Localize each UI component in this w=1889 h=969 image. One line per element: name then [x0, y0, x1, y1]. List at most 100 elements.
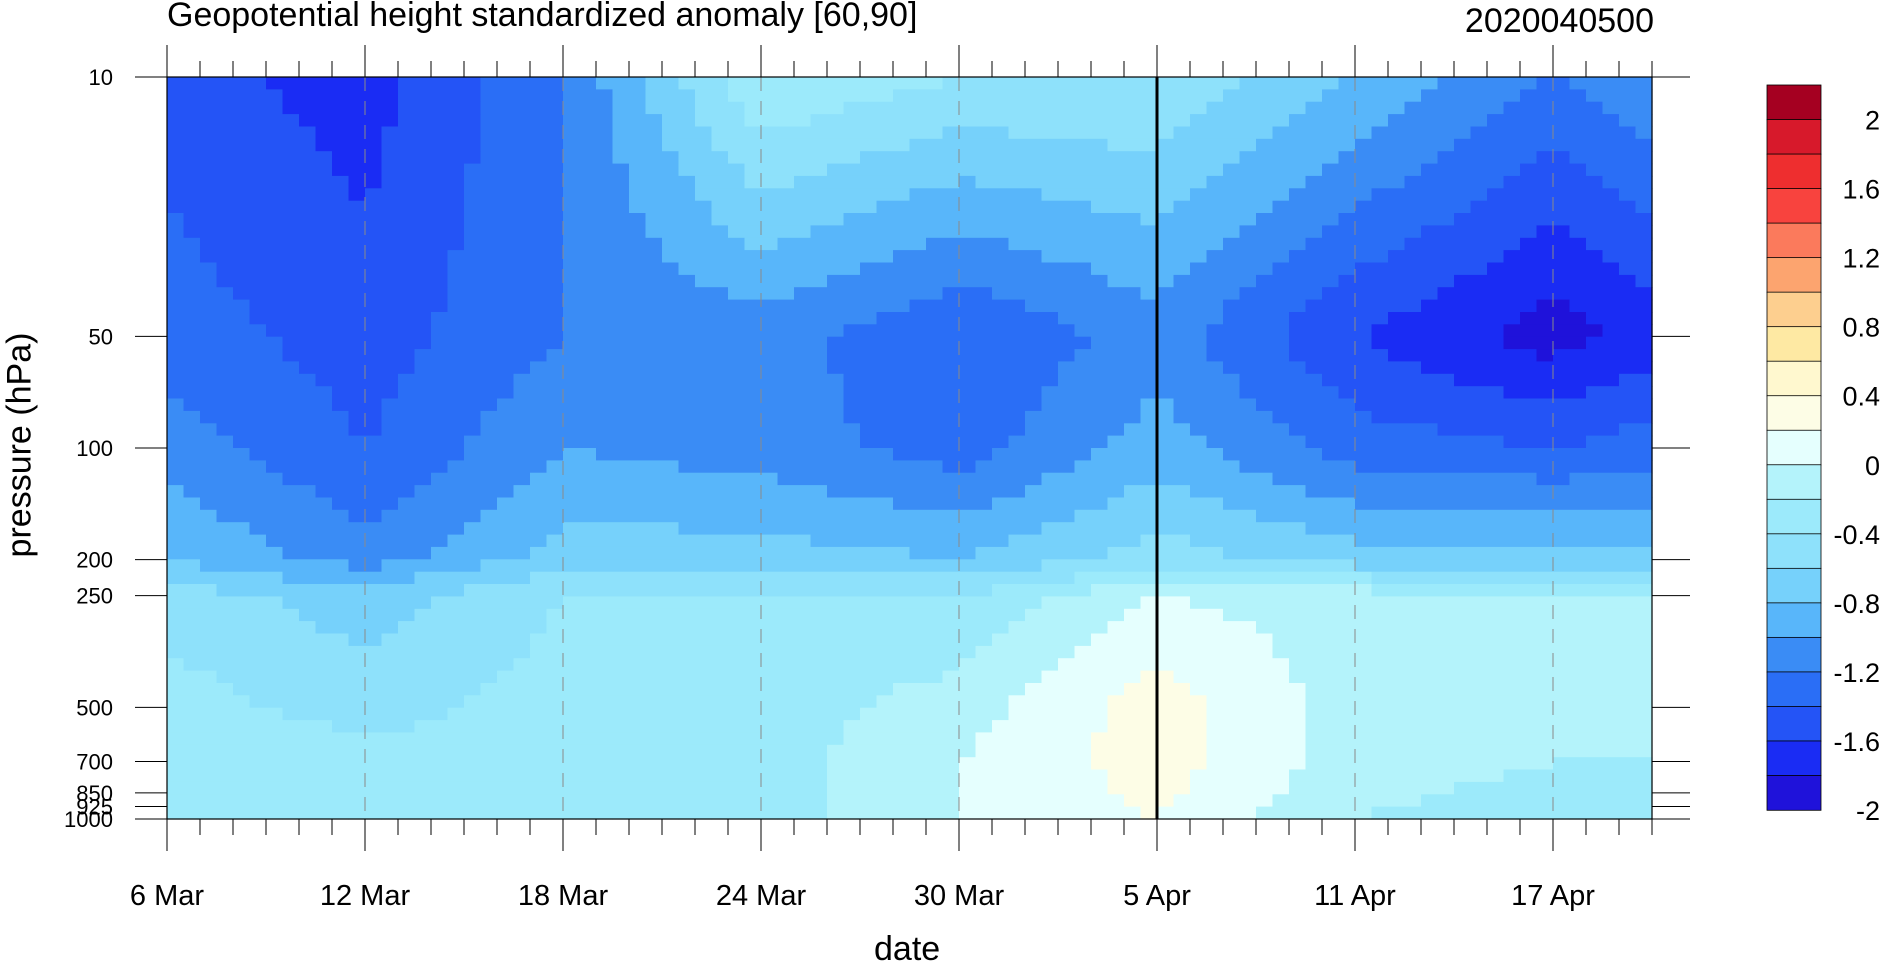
field-cell: [1305, 584, 1323, 597]
field-cell: [299, 608, 317, 622]
field-cell: [926, 373, 944, 387]
field-cell: [1008, 658, 1026, 672]
field-cell: [662, 200, 680, 214]
field-cell: [1305, 596, 1323, 610]
field-cell: [530, 472, 548, 486]
field-cell: [1272, 225, 1290, 239]
field-cell: [662, 138, 680, 152]
field-cell: [810, 781, 828, 795]
field-cell: [975, 200, 993, 214]
field-cell: [563, 485, 581, 499]
field-cell: [728, 398, 746, 412]
field-cell: [959, 670, 977, 684]
field-cell: [975, 707, 993, 721]
field-cell: [1190, 151, 1208, 165]
field-cell: [1487, 114, 1505, 128]
field-cell: [1206, 546, 1224, 560]
field-cell: [563, 237, 581, 251]
field-cell: [645, 633, 663, 647]
field-cell: [876, 633, 894, 647]
field-cell: [860, 398, 878, 412]
field-cell: [711, 410, 729, 424]
field-cell: [1289, 250, 1307, 264]
field-cell: [1173, 769, 1191, 783]
field-cell: [761, 250, 779, 264]
field-cell: [893, 806, 911, 820]
field-cell: [167, 645, 185, 659]
field-cell: [1322, 559, 1340, 573]
field-cell: [315, 213, 333, 226]
field-cell: [761, 299, 779, 313]
field-cell: [513, 522, 531, 536]
field-cell: [1107, 163, 1125, 177]
field-cell: [1470, 423, 1488, 437]
field-cell: [1008, 151, 1026, 165]
field-cell: [1355, 806, 1373, 820]
field-cell: [1437, 584, 1455, 597]
field-cell: [530, 398, 548, 412]
field-cell: [1107, 621, 1125, 635]
field-cell: [678, 460, 696, 474]
field-cell: [579, 361, 597, 375]
field-cell: [282, 485, 300, 499]
field-cell: [513, 460, 531, 474]
field-cell: [810, 77, 828, 90]
field-cell: [1124, 200, 1142, 214]
field-cell: [398, 213, 416, 226]
field-cell: [167, 398, 185, 412]
field-cell: [794, 509, 812, 523]
field-cell: [315, 250, 333, 264]
field-cell: [1206, 312, 1224, 325]
field-cell: [1091, 633, 1109, 647]
field-cell: [827, 448, 845, 461]
field-cell: [860, 596, 878, 610]
field-cell: [1503, 695, 1521, 709]
field-cell: [1371, 732, 1389, 746]
field-cell: [1520, 349, 1538, 363]
field-cell: [1470, 398, 1488, 412]
field-cell: [1223, 472, 1241, 486]
field-cell: [563, 720, 581, 734]
field-cell: [1289, 497, 1307, 511]
field-cell: [1470, 225, 1488, 239]
field-cell: [365, 410, 383, 424]
field-cell: [282, 720, 300, 734]
field-cell: [596, 237, 614, 251]
field-cell: [1454, 781, 1472, 795]
field-cell: [216, 324, 234, 338]
field-cell: [1256, 559, 1274, 573]
field-cell: [513, 633, 531, 647]
field-cell: [794, 633, 812, 647]
field-cell: [1256, 596, 1274, 610]
field-cell: [563, 188, 581, 202]
field-cell: [1388, 683, 1406, 696]
field-cell: [1437, 237, 1455, 251]
field-cell: [1206, 324, 1224, 338]
field-cell: [810, 336, 828, 350]
field-cell: [1487, 163, 1505, 177]
field-cell: [398, 225, 416, 239]
field-cell: [1305, 509, 1323, 523]
field-cell: [1388, 794, 1406, 808]
field-cell: [1173, 225, 1191, 239]
field-cell: [827, 274, 845, 288]
field-cell: [1124, 448, 1142, 461]
field-cell: [728, 373, 746, 387]
field-cell: [711, 349, 729, 363]
field-cell: [1454, 138, 1472, 152]
field-cell: [414, 509, 432, 523]
field-cell: [975, 485, 993, 499]
field-cell: [612, 175, 630, 189]
field-cell: [200, 274, 218, 288]
field-cell: [167, 584, 185, 597]
field-cell: [348, 225, 366, 239]
field-cell: [497, 361, 515, 375]
field-cell: [1355, 188, 1373, 202]
field-cell: [1454, 188, 1472, 202]
field-cell: [827, 806, 845, 820]
field-cell: [1520, 621, 1538, 635]
field-cell: [414, 645, 432, 659]
field-cell: [332, 373, 350, 387]
field-cell: [1487, 683, 1505, 696]
field-cell: [530, 781, 548, 795]
